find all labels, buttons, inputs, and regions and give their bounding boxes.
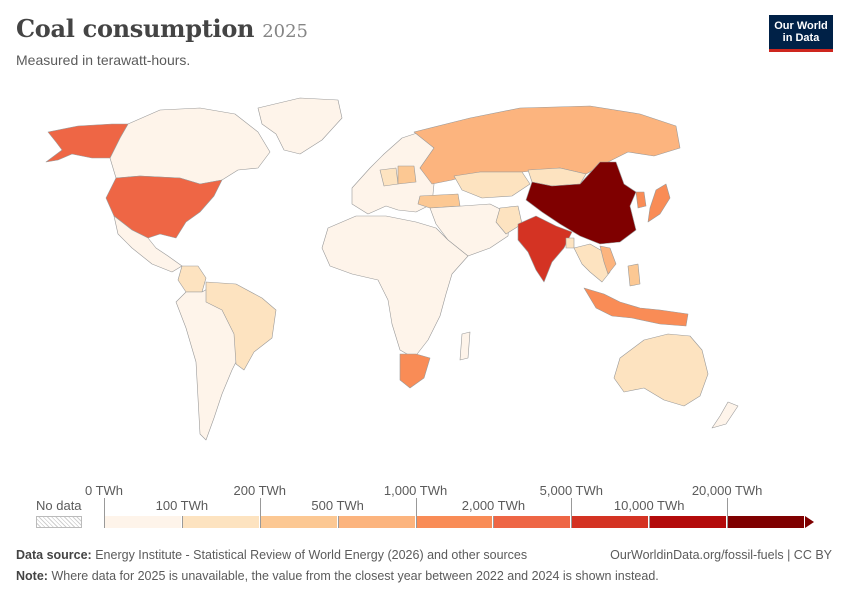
note-text: Where data for 2025 is unavailable, the … [51, 569, 659, 583]
legend-bin[interactable] [181, 516, 260, 528]
legend-tick-label: 200 TWh [233, 483, 287, 498]
source-url[interactable]: OurWorldinData.org/fossil-fuels | CC BY [610, 548, 832, 562]
legend-bin[interactable] [493, 516, 572, 528]
legend-bin[interactable] [727, 516, 805, 528]
region-india[interactable] [517, 215, 573, 283]
region-philippines[interactable] [627, 263, 641, 287]
region-southeast-asia[interactable] [573, 243, 611, 283]
logo-line-2: in Data [782, 32, 820, 44]
legend-tick-label: 5,000 TWh [539, 483, 604, 498]
region-turkey[interactable] [417, 193, 461, 209]
legend-tick-line [571, 498, 573, 528]
legend-tick-line [259, 498, 261, 528]
region-australia[interactable] [613, 333, 709, 407]
legend-bin[interactable] [104, 516, 182, 528]
source-label: Data source: [16, 548, 92, 562]
legend-tick-line [337, 516, 339, 528]
note-label: Note: [16, 569, 48, 583]
legend-tick-label: 100 TWh [155, 498, 209, 513]
region-pakistan[interactable] [495, 205, 523, 235]
chart-header: Coal consumption 2025 [16, 14, 308, 43]
source-line: Data source: Energy Institute - Statisti… [16, 548, 527, 562]
region-china[interactable] [525, 161, 637, 245]
legend-tick-line [181, 516, 183, 528]
legend-tick-line [104, 498, 105, 528]
legend-tick-line [727, 498, 729, 528]
legend-bin[interactable] [259, 516, 338, 528]
legend-tick-label: 500 TWh [311, 498, 364, 513]
region-colombia[interactable] [177, 265, 207, 293]
legend: No data 0 TWh 100 TWh 200 TWh 500 TWh 1,000 … [0, 480, 850, 540]
region-vietnam[interactable] [599, 245, 617, 275]
owid-logo[interactable]: Our World in Data [769, 15, 833, 52]
region-bangladesh[interactable] [565, 237, 575, 249]
region-south-africa[interactable] [399, 353, 431, 389]
legend-bin[interactable] [337, 516, 416, 528]
legend-tick-label: 10,000 TWh [613, 498, 685, 513]
region-poland[interactable] [397, 165, 417, 185]
legend-tick-label: 1,000 TWh [383, 483, 448, 498]
legend-arrow-icon [805, 516, 814, 528]
legend-tick-label: 2,000 TWh [461, 498, 526, 513]
region-japan[interactable] [647, 183, 671, 223]
chart-year: 2025 [262, 21, 309, 42]
legend-tick-line [649, 516, 651, 528]
note-line: Note: Where data for 2025 is unavailable… [16, 569, 659, 583]
region-indonesia[interactable] [583, 287, 689, 327]
region-korea[interactable] [635, 191, 647, 209]
no-data-swatch [36, 516, 82, 528]
chart-title: Coal consumption [16, 14, 255, 43]
legend-tick-label: 0 TWh [84, 483, 124, 498]
legend-bin[interactable] [649, 516, 728, 528]
legend-bin[interactable] [571, 516, 650, 528]
region-middle-east[interactable] [429, 203, 511, 257]
region-africa[interactable] [321, 215, 469, 359]
legend-tick-line [493, 516, 495, 528]
region-kazakhstan[interactable] [453, 171, 531, 199]
region-madagascar[interactable] [459, 331, 471, 361]
no-data-label: No data [36, 498, 82, 513]
world-map[interactable] [0, 88, 850, 468]
logo-line-1: Our World [774, 20, 828, 32]
legend-tick-label: 20,000 TWh [691, 483, 763, 498]
legend-bin[interactable] [415, 516, 494, 528]
chart-subtitle: Measured in terawatt-hours. [16, 52, 191, 68]
legend-tick-line [415, 498, 417, 528]
region-new-zealand[interactable] [711, 401, 739, 429]
region-alaska[interactable] [45, 123, 129, 163]
region-canada[interactable] [109, 107, 271, 185]
region-greenland[interactable] [257, 97, 343, 155]
region-brazil[interactable] [205, 281, 277, 371]
region-russia[interactable] [413, 105, 681, 185]
source-text: Energy Institute - Statistical Review of… [95, 548, 528, 562]
